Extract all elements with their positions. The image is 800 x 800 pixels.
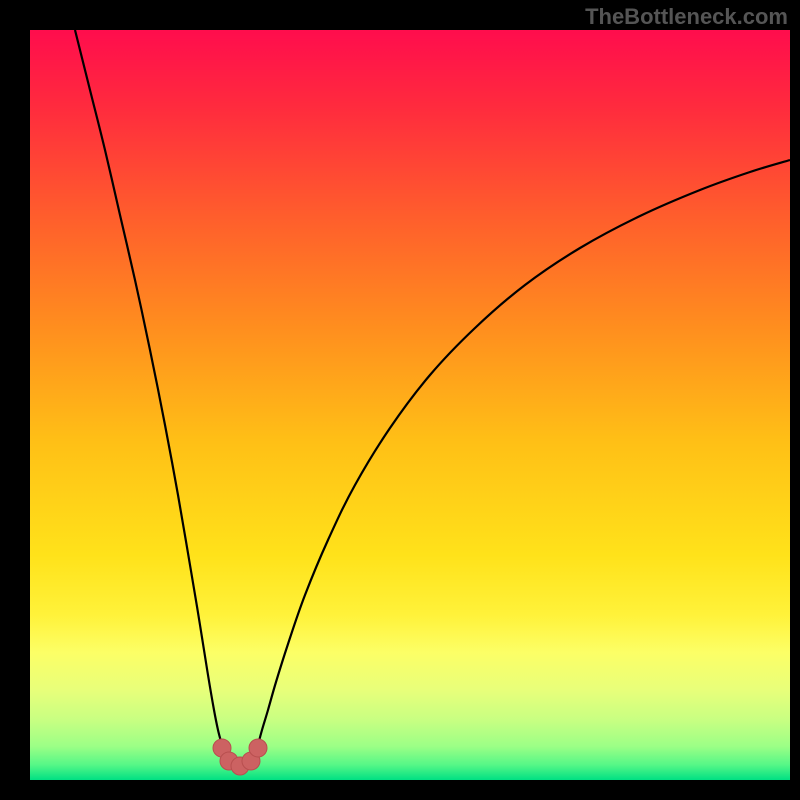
curve-left-branch [75, 30, 222, 745]
curve-right-branch [258, 160, 790, 745]
marker-dot [249, 739, 267, 757]
marker-group [213, 739, 267, 775]
bottleneck-curve [30, 30, 790, 780]
watermark-text: TheBottleneck.com [585, 4, 788, 30]
plot-area [30, 30, 790, 780]
